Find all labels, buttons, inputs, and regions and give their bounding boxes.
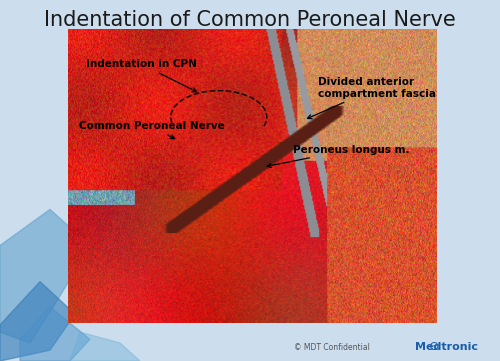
- Polygon shape: [70, 332, 140, 361]
- Polygon shape: [0, 209, 90, 343]
- Text: Indentation in CPN: Indentation in CPN: [86, 59, 197, 92]
- Polygon shape: [0, 282, 75, 361]
- Text: Peroneus longus m.: Peroneus longus m.: [267, 144, 409, 168]
- Text: Divided anterior
compartment fascia: Divided anterior compartment fascia: [308, 77, 436, 119]
- Text: ⊙: ⊙: [429, 340, 440, 353]
- Text: Common Peroneal Nerve: Common Peroneal Nerve: [78, 121, 225, 139]
- Text: Medtronic: Medtronic: [414, 342, 478, 352]
- Polygon shape: [20, 307, 90, 361]
- Text: © MDT Confidential: © MDT Confidential: [294, 343, 370, 352]
- Text: Indentation of Common Peroneal Nerve: Indentation of Common Peroneal Nerve: [44, 10, 456, 30]
